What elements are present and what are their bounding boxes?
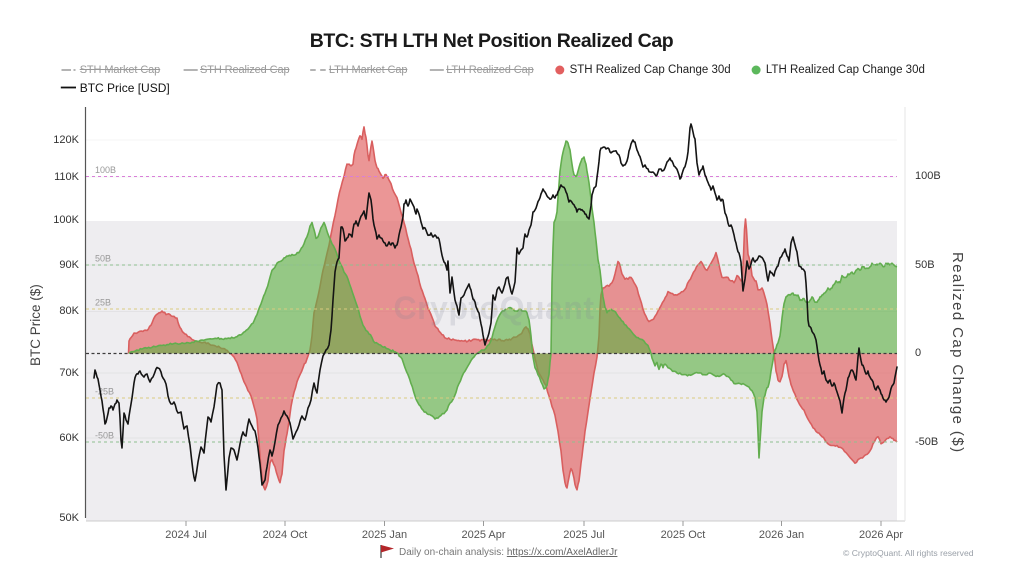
svg-text:100B: 100B	[95, 165, 116, 175]
svg-text:50B: 50B	[95, 254, 111, 264]
svg-text:-25B: -25B	[95, 387, 114, 397]
svg-text:25B: 25B	[95, 298, 111, 308]
svg-text:-50B: -50B	[95, 431, 114, 441]
svg-text:CryptoQuant: CryptoQuant	[393, 290, 594, 326]
